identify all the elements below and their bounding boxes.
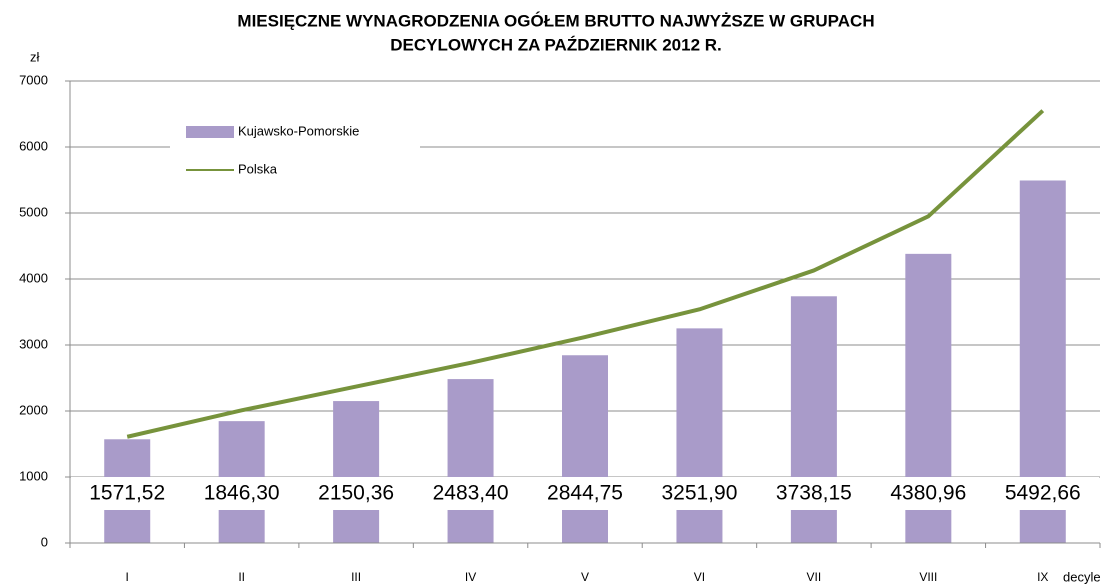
bar xyxy=(333,401,380,543)
y-tick-label: 4000 xyxy=(19,270,48,285)
data-label: 2483,40 xyxy=(433,482,509,505)
x-tick-label: VI xyxy=(694,570,705,584)
x-axis-label: decyle xyxy=(1063,569,1101,584)
y-tick-label: 6000 xyxy=(19,138,48,153)
chart-title: MIESIĘCZNE WYNAGRODZENIA OGÓŁEM BRUTTO N… xyxy=(237,11,874,30)
label-band xyxy=(71,477,1099,510)
legend-label: Kujawsko-Pomorskie xyxy=(238,123,359,138)
y-axis-label: zł xyxy=(30,49,40,64)
bar xyxy=(447,379,494,543)
data-label: 3251,90 xyxy=(661,482,737,505)
legend-swatch xyxy=(186,126,234,138)
x-tick-label: VII xyxy=(807,570,822,584)
data-label: 1571,52 xyxy=(89,482,165,505)
y-tick-label: 7000 xyxy=(19,72,48,87)
line xyxy=(126,109,1045,439)
data-label: 5492,66 xyxy=(1005,482,1081,505)
legend-label: Polska xyxy=(238,161,278,176)
data-label: 3738,15 xyxy=(776,482,852,505)
data-label: 4380,96 xyxy=(890,482,966,505)
data-label: 2150,36 xyxy=(318,482,394,505)
x-tick-label: III xyxy=(351,570,361,584)
y-tick-label: 1000 xyxy=(19,468,48,483)
data-label: 2844,75 xyxy=(547,482,623,505)
y-tick-label: 5000 xyxy=(19,204,48,219)
chart-title: DECYLOWYCH ZA PAŹDZIERNIK 2012 R. xyxy=(390,35,722,54)
x-tick-label: IX xyxy=(1037,570,1048,584)
x-tick-label: VIII xyxy=(919,570,937,584)
x-tick-label: IV xyxy=(465,570,476,584)
y-tick-label: 0 xyxy=(41,534,48,549)
x-tick-label: V xyxy=(581,570,589,584)
bar xyxy=(676,328,723,543)
x-tick-label: II xyxy=(238,570,245,584)
data-label: 1846,30 xyxy=(204,482,280,505)
y-tick-label: 2000 xyxy=(19,402,48,417)
bar xyxy=(562,355,608,543)
y-tick-label: 3000 xyxy=(19,336,48,351)
x-tick-label: I xyxy=(126,570,129,584)
